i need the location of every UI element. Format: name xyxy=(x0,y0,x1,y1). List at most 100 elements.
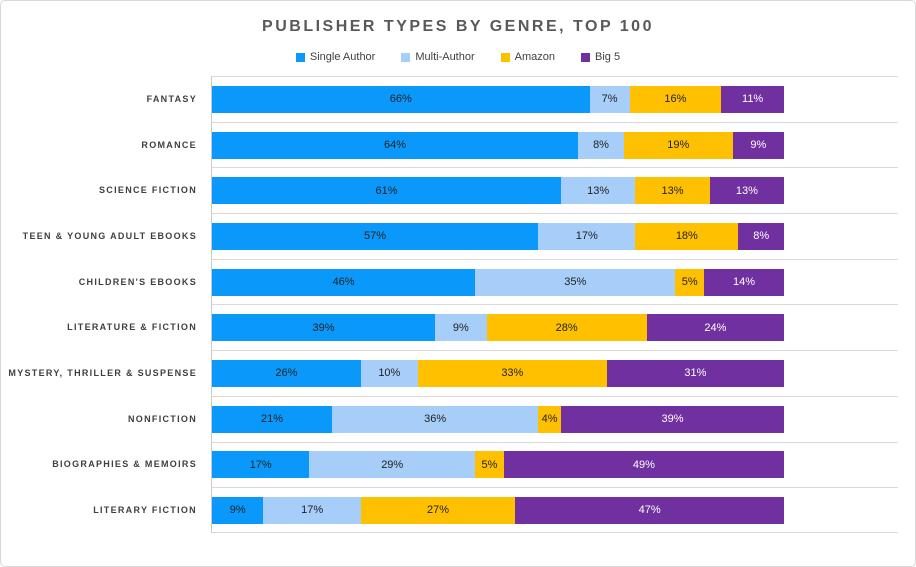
bar-track: 26% 10% 33% 31% xyxy=(212,359,785,387)
bar-value-label: 13% xyxy=(735,184,758,197)
category-label-biographies-memoirs: BIOGRAPHIES & MEMOIRS xyxy=(52,459,197,470)
bar-value-label: 24% xyxy=(704,321,727,334)
bar-segment-multi-author: 8% xyxy=(578,131,624,159)
bar-segment-big-5: 49% xyxy=(503,451,785,479)
bar-segment-single-author: 17% xyxy=(212,451,310,479)
bar-track: 66% 7% 16% 11% xyxy=(212,85,785,113)
bar-segment-single-author: 46% xyxy=(212,268,476,296)
bar-segment-multi-author: 10% xyxy=(360,359,418,387)
bar-value-label: 64% xyxy=(384,139,407,152)
legend-label: Amazon xyxy=(514,51,555,63)
bar-value-label: 4% xyxy=(541,413,558,426)
legend-swatch-big5-icon xyxy=(581,52,590,62)
bar-value-label: 29% xyxy=(381,458,404,471)
bar-segment-big-5: 39% xyxy=(560,405,785,433)
bar-value-label: 49% xyxy=(632,458,655,471)
bar-value-label: 47% xyxy=(638,504,661,517)
bar-value-label: 13% xyxy=(587,184,610,197)
bar-segment-multi-author: 36% xyxy=(332,405,539,433)
bar-value-label: 17% xyxy=(301,504,324,517)
bar-segment-big-5: 11% xyxy=(721,85,785,113)
bar-track: 39% 9% 28% 24% xyxy=(212,314,785,342)
bar-segment-multi-author: 29% xyxy=(309,451,476,479)
bar-value-label: 9% xyxy=(750,139,767,152)
bar-segment-amazon: 28% xyxy=(486,314,647,342)
bar-segment-single-author: 9% xyxy=(212,496,264,524)
bar-value-label: 17% xyxy=(575,230,598,243)
plot-row-nonfiction: 21% 36% 4% 39% xyxy=(211,395,898,442)
bar-value-label: 5% xyxy=(681,276,698,289)
bar-value-label: 46% xyxy=(332,276,355,289)
plot-row-fantasy: 66% 7% 16% 11% xyxy=(211,76,898,122)
bar-segment-single-author: 66% xyxy=(212,85,590,113)
bar-segment-amazon: 33% xyxy=(417,359,607,387)
bar-segment-single-author: 39% xyxy=(212,314,436,342)
bar-value-label: 28% xyxy=(555,321,578,334)
category-label-literary-fiction: LITERARY FICTION xyxy=(93,505,197,516)
bar-value-label: 8% xyxy=(593,139,609,152)
legend-swatch-single-author-icon xyxy=(295,52,305,62)
legend-label: Single Author xyxy=(309,51,376,63)
legend-label: Multi-Author xyxy=(415,51,475,63)
bar-track: 57% 17% 18% 8% xyxy=(212,222,785,250)
bar-segment-single-author: 57% xyxy=(212,222,539,250)
bar-track: 9% 17% 27% 47% xyxy=(212,496,785,524)
bar-segment-multi-author: 17% xyxy=(538,222,636,250)
bar-segment-big-5: 47% xyxy=(515,496,785,524)
bar-segment-big-5: 31% xyxy=(606,359,785,387)
bar-value-label: 57% xyxy=(364,230,387,243)
bar-segment-big-5: 9% xyxy=(732,131,785,159)
bar-value-label: 36% xyxy=(424,413,447,426)
bar-segment-amazon: 18% xyxy=(635,222,739,250)
bar-value-label: 16% xyxy=(664,93,687,106)
bar-value-label: 39% xyxy=(661,413,684,426)
category-label-children-s-ebooks: CHILDREN'S EBOOKS xyxy=(78,276,197,287)
legend-item-single-author: Single Author xyxy=(295,51,376,63)
bar-value-label: 11% xyxy=(742,93,764,106)
plot-row-biographies-memoirs: 17% 29% 5% 49% xyxy=(211,441,898,488)
legend-swatch-multi-author-icon xyxy=(401,52,411,62)
bar-segment-big-5: 24% xyxy=(646,314,785,342)
bar-value-label: 14% xyxy=(733,276,756,289)
bar-track: 64% 8% 19% 9% xyxy=(212,131,785,159)
plot-row-teen-young-adult-ebooks: 57% 17% 18% 8% xyxy=(211,213,898,259)
category-label-science-fiction: SCIENCE FICTION xyxy=(98,185,197,196)
category-label-mystery-thriller-suspense: MYSTERY, THRILLER & SUSPENSE xyxy=(8,367,197,378)
category-label-literature-fiction: LITERATURE & FICTION xyxy=(67,322,197,333)
chart-title: PUBLISHER TYPES BY GENRE, TOP 100 xyxy=(262,18,654,35)
bar-segment-single-author: 64% xyxy=(212,131,579,159)
bar-segment-amazon: 27% xyxy=(360,496,516,524)
bar-segment-amazon: 4% xyxy=(538,405,561,433)
bar-segment-big-5: 8% xyxy=(738,222,785,250)
bar-track: 46% 35% 5% 14% xyxy=(212,268,785,296)
category-label-romance: ROMANCE xyxy=(141,139,197,150)
bar-segment-big-5: 14% xyxy=(703,268,785,296)
bar-value-label: 9% xyxy=(229,504,246,517)
legend-item-multi-author: Multi-Author xyxy=(401,51,475,63)
bar-segment-multi-author: 17% xyxy=(263,496,361,524)
plot-row-mystery-thriller-suspense: 26% 10% 33% 31% xyxy=(211,350,898,396)
legend-item-big5: Big 5 xyxy=(581,51,620,63)
plot-row-romance: 64% 8% 19% 9% xyxy=(211,121,898,168)
plot-row-literary-fiction: 9% 17% 27% 47% xyxy=(211,487,898,533)
bar-value-label: 35% xyxy=(564,276,587,289)
bar-value-label: 61% xyxy=(375,184,398,197)
bar-segment-single-author: 21% xyxy=(212,405,333,433)
bar-segment-amazon: 19% xyxy=(623,131,733,159)
bar-value-label: 8% xyxy=(753,230,770,243)
bar-value-label: 27% xyxy=(426,504,449,517)
plot-row-children-s-ebooks: 46% 35% 5% 14% xyxy=(211,258,898,305)
bar-segment-amazon: 5% xyxy=(475,451,504,479)
plot-row-literature-fiction: 39% 9% 28% 24% xyxy=(211,304,898,351)
bar-segment-big-5: 13% xyxy=(709,177,785,205)
bar-value-label: 10% xyxy=(378,367,401,380)
legend: Single Author Multi-Author Amazon Big 5 xyxy=(1,50,915,64)
category-label-nonfiction: NONFICTION xyxy=(128,413,197,424)
stacked-bar-chart: FANTASY 66% 7% 16% 11% ROMANCE 64% 8% 19% 9% SCIEN… xyxy=(1,76,915,533)
legend-item-amazon: Amazon xyxy=(500,51,555,63)
bar-value-label: 13% xyxy=(661,184,684,197)
bar-value-label: 66% xyxy=(389,93,412,106)
bar-track: 21% 36% 4% 39% xyxy=(212,405,785,433)
bar-segment-amazon: 16% xyxy=(629,85,722,113)
